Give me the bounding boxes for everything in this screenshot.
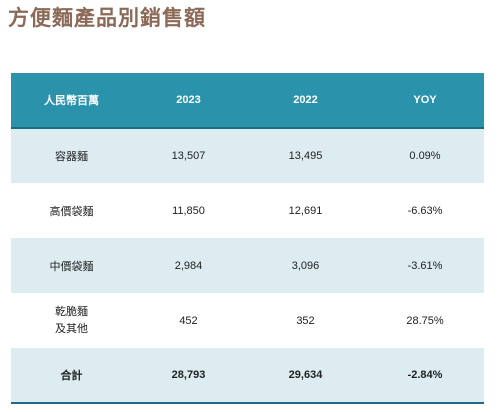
cell-yoy: 28.75% xyxy=(366,293,484,348)
cell-2023: 452 xyxy=(132,293,245,348)
row-label: 中價袋麵 xyxy=(11,238,132,293)
table-row: 中價袋麵 2,984 3,096 -3.61% xyxy=(11,238,484,293)
header-unit: 人民幣百萬 xyxy=(11,73,132,129)
cell-2023: 2,984 xyxy=(132,238,245,293)
cell-yoy: 0.09% xyxy=(366,128,484,183)
row-label: 乾脆麵 及其他 xyxy=(11,293,132,348)
cell-yoy: -3.61% xyxy=(366,238,484,293)
cell-2022: 3,096 xyxy=(245,238,366,293)
cell-yoy: -6.63% xyxy=(366,183,484,238)
cell-2022: 12,691 xyxy=(245,183,366,238)
table-row: 容器麵 13,507 13,495 0.09% xyxy=(11,128,484,183)
cell-2022: 13,495 xyxy=(245,128,366,183)
total-2022: 29,634 xyxy=(245,348,366,404)
row-label: 容器麵 xyxy=(11,128,132,183)
total-row: 合計 28,793 29,634 -2.84% xyxy=(11,348,484,404)
table-header-row: 人民幣百萬 2023 2022 YOY xyxy=(11,73,484,129)
header-yoy: YOY xyxy=(366,73,484,129)
total-2023: 28,793 xyxy=(132,348,245,404)
row-label-line: 及其他 xyxy=(55,322,88,335)
row-label-line: 乾脆麵 xyxy=(55,305,88,318)
total-yoy: -2.84% xyxy=(366,348,484,404)
page-title: 方便麵產品別銷售額 xyxy=(8,6,206,30)
sales-table: 人民幣百萬 2023 2022 YOY 容器麵 13,507 13,495 0.… xyxy=(11,73,484,404)
cell-2022: 352 xyxy=(245,293,366,348)
row-label: 高價袋麵 xyxy=(11,183,132,238)
total-label: 合計 xyxy=(11,348,132,404)
cell-2023: 11,850 xyxy=(132,183,245,238)
header-2023: 2023 xyxy=(132,73,245,129)
table-row: 乾脆麵 及其他 452 352 28.75% xyxy=(11,293,484,348)
cell-2023: 13,507 xyxy=(132,128,245,183)
table-row: 高價袋麵 11,850 12,691 -6.63% xyxy=(11,183,484,238)
header-2022: 2022 xyxy=(245,73,366,129)
